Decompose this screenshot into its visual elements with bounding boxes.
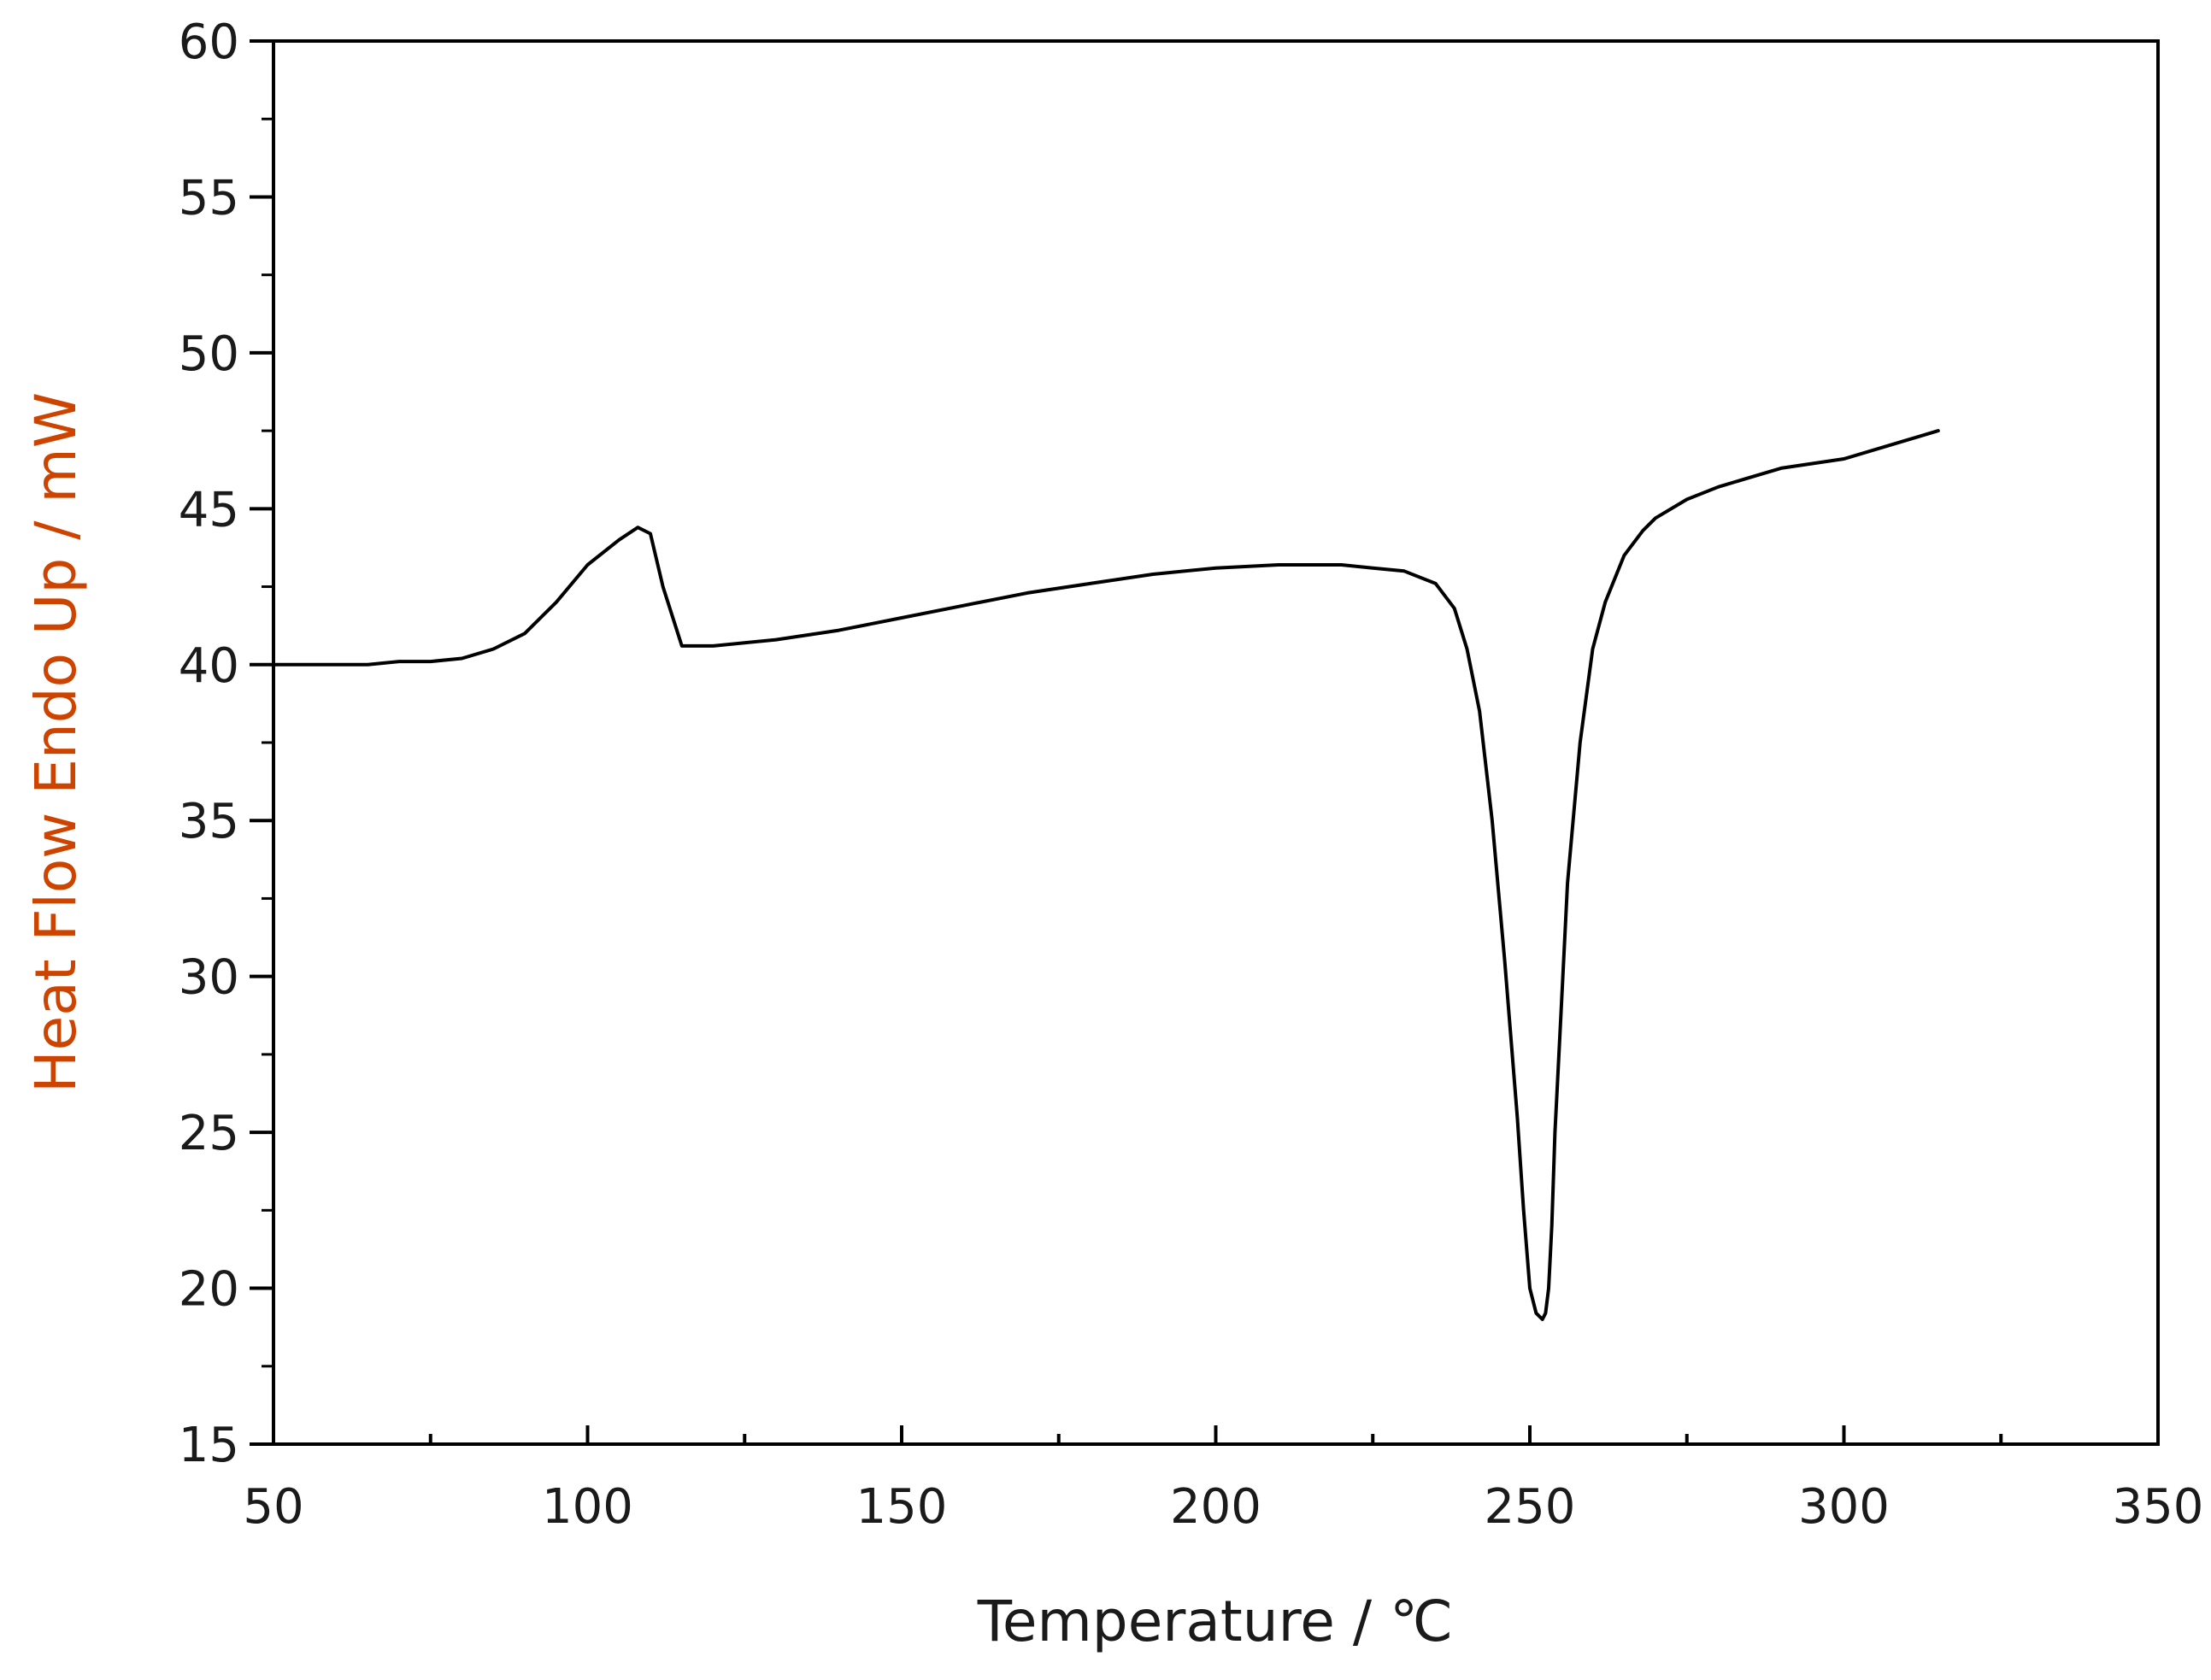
y-tick-label: 20: [179, 1262, 239, 1318]
heat-flow-curve: [272, 429, 1940, 1321]
y-axis-label: Heat Flow Endo Up / mW: [23, 392, 89, 1093]
y-tick-label: 35: [179, 794, 239, 849]
y-tick-label: 50: [179, 326, 239, 382]
x-tick-label: 100: [542, 1479, 633, 1535]
y-tick-label: 55: [179, 170, 239, 226]
x-tick-label: 350: [2113, 1479, 2204, 1535]
x-axis-ticks: [272, 1425, 2160, 1444]
y-axis-tick-labels: 15 20 25 30 35 40 45 50 55 60: [179, 15, 239, 1473]
y-tick-label: 40: [179, 638, 239, 694]
y-axis-ticks: [250, 39, 273, 1446]
x-axis-tick-labels: 50 100 150 200 250 300 350: [243, 1479, 2203, 1535]
x-tick-label: 150: [856, 1479, 948, 1535]
y-tick-label: 25: [179, 1106, 239, 1161]
y-tick-label: 45: [179, 482, 239, 537]
series-group: [272, 429, 1940, 1321]
plot-frame: [272, 39, 2160, 1446]
y-tick-label: 30: [179, 950, 239, 1006]
x-tick-label: 250: [1485, 1479, 1576, 1535]
x-axis-label: Temperature / ℃: [977, 1589, 1453, 1654]
y-tick-label: 60: [179, 15, 239, 70]
y-tick-label: 15: [179, 1418, 239, 1473]
x-tick-label: 50: [243, 1479, 303, 1535]
x-tick-label: 300: [1798, 1479, 1890, 1535]
x-tick-label: 200: [1170, 1479, 1261, 1535]
